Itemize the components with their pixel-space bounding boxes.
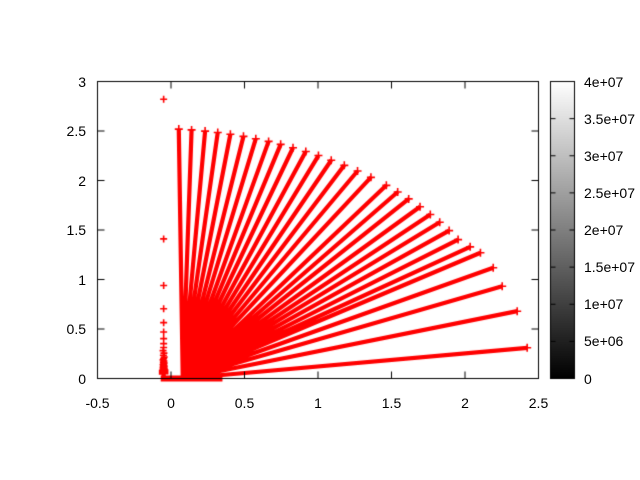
y-tick-label: 1 xyxy=(78,271,86,288)
x-tick-label: 2.5 xyxy=(528,395,549,411)
y-tick-label: 2.5 xyxy=(66,123,86,139)
x-tick-label: 1 xyxy=(314,395,322,411)
colorbar-tick-label: 1e+07 xyxy=(584,296,624,313)
x-tick-label: -0.5 xyxy=(85,395,110,411)
x-tick-label: 2 xyxy=(461,395,469,411)
colorbar-tick-label: 0 xyxy=(584,370,592,387)
x-tick-label: 1.5 xyxy=(381,395,402,411)
colorbar-tick-label: 3.5e+07 xyxy=(584,110,635,127)
colorbar-tick-label: 2e+07 xyxy=(584,222,624,238)
y-tick-label: 2 xyxy=(78,172,86,189)
colorbar-tick-label: 1.5e+07 xyxy=(584,259,635,276)
y-tick-label: 1.5 xyxy=(66,222,86,238)
y-tick-label: 0 xyxy=(78,370,86,387)
colorbar-tick-label: 4e+07 xyxy=(584,73,624,90)
colorbar-tick-label: 2.5e+07 xyxy=(584,184,635,201)
colorbar-tick-label: 3e+07 xyxy=(584,147,624,164)
x-tick-label: 0 xyxy=(167,395,175,411)
y-tick-label: 3 xyxy=(78,73,86,90)
x-tick-label: 0.5 xyxy=(234,395,255,411)
y-tick-label: 0.5 xyxy=(66,321,86,337)
colorbar-tick-label: 5e+06 xyxy=(584,333,624,350)
